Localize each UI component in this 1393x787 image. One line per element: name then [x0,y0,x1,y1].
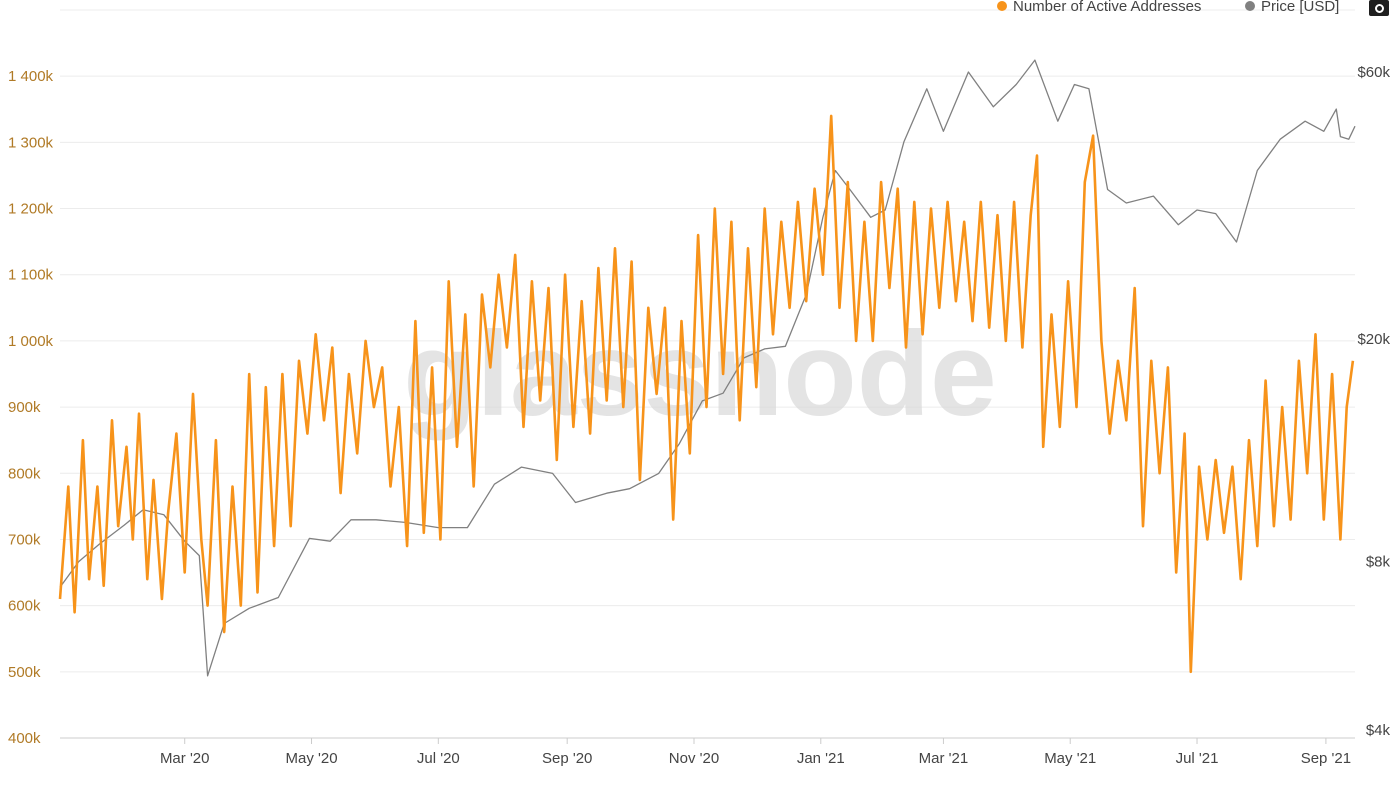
x-tick-label: Jul '21 [1176,750,1219,767]
right-axis-ticks: $4k $8k $20k $60k [1357,64,1390,739]
x-tick-label: Jan '21 [797,750,845,767]
x-tick-label: Mar '21 [919,750,969,767]
legend-label-active-addresses[interactable]: Number of Active Addresses [1013,0,1201,15]
x-tick-label: Nov '20 [669,750,719,767]
left-tick-label: 1 200k [8,201,54,218]
left-tick-label: 600k [8,598,41,615]
right-tick-label: $4k [1366,722,1391,739]
x-tick-label: Sep '20 [542,750,592,767]
legend-label-price[interactable]: Price [USD] [1261,0,1339,15]
x-tick-label: May '21 [1044,750,1096,767]
left-tick-label: 400k [8,730,41,747]
left-axis-ticks: 400k 500k 600k 700k 800k 900k 1 000k 1 100k 1 20… [8,68,54,747]
legend-marker-price [1245,1,1255,11]
left-tick-label: 800k [8,465,41,482]
x-axis-ticks: Mar '20 May '20 Jul '20 Sep '20 Nov '20 Jan '… [160,738,1351,767]
x-tick-label: Mar '20 [160,750,210,767]
series-line-price [59,59,1356,677]
camera-icon[interactable] [1369,0,1389,16]
left-tick-label: 700k [8,531,41,548]
left-tick-label: 900k [8,399,41,416]
x-tick-label: Sep '21 [1301,750,1351,767]
legend[interactable]: Number of Active Addresses Price [USD] [997,0,1339,15]
left-tick-label: 1 300k [8,134,54,151]
left-tick-label: 1 000k [8,333,54,350]
x-tick-label: Jul '20 [417,750,460,767]
watermark: glassnode [403,307,997,441]
series-layer [58,59,1356,677]
left-tick-label: 1 400k [8,68,54,85]
right-tick-label: $20k [1357,331,1390,348]
series-line-active-addresses [58,114,1355,674]
left-tick-label: 1 100k [8,267,54,284]
right-tick-label: $8k [1366,554,1391,571]
left-tick-label: 500k [8,664,41,681]
right-tick-label: $60k [1357,64,1390,81]
x-tick-label: May '20 [285,750,337,767]
legend-marker-active-addresses [997,1,1007,11]
